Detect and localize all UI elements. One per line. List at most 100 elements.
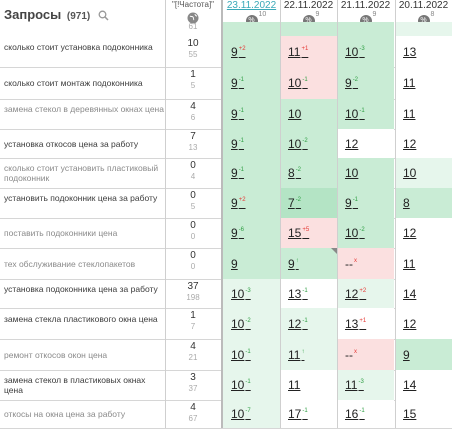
position-value[interactable]: 14 — [403, 378, 416, 392]
position-cell[interactable]: 9-1 — [223, 67, 280, 99]
table-row[interactable]: тех обслуживание стеклопакетов 0 0 9 9↑ --x 11 — [0, 248, 452, 280]
query-text[interactable]: установка откосов цена за работу — [4, 138, 139, 149]
query-text[interactable]: сколько стоит монтаж подоконника — [4, 78, 143, 88]
table-row[interactable]: сколько стоит монтаж подоконника 1 5 9-1 10-… — [0, 67, 452, 100]
position-cell[interactable]: 13+1 — [337, 308, 394, 339]
position-cell[interactable]: 10-1 — [337, 99, 394, 129]
queries-title[interactable]: Запросы (971) — [4, 7, 109, 24]
position-value[interactable]: 13+1 — [345, 317, 366, 331]
position-value[interactable]: 9-1 — [231, 76, 244, 90]
position-value[interactable]: 11 — [403, 107, 415, 121]
position-value[interactable]: --x — [345, 257, 357, 271]
position-cell[interactable]: 9 — [223, 248, 280, 279]
position-value[interactable]: 7-2 — [288, 196, 301, 210]
table-row[interactable]: установка подоконника цена за работу 37 19… — [0, 279, 452, 309]
position-cell[interactable]: --x — [337, 248, 394, 279]
position-cell[interactable]: 9↑ — [280, 248, 337, 279]
position-value[interactable]: 10 — [288, 107, 301, 121]
position-value[interactable]: 10-7 — [231, 407, 251, 421]
position-cell[interactable]: 12 — [395, 308, 452, 339]
query-text[interactable]: сколько стоит установка подоконника — [4, 41, 153, 52]
position-value[interactable]: 15+5 — [288, 226, 309, 240]
position-value[interactable]: 14 — [403, 287, 416, 301]
query-text[interactable]: сколько стоит установить пластиковый под… — [4, 163, 159, 183]
search-icon[interactable] — [98, 9, 109, 24]
position-cell[interactable]: 9-2 — [337, 67, 394, 99]
position-value[interactable]: 17-1 — [288, 407, 308, 421]
position-value[interactable]: 12 — [345, 137, 358, 151]
position-value[interactable]: 12+2 — [345, 287, 366, 301]
position-cell[interactable]: 13-1 — [280, 279, 337, 308]
position-cell[interactable]: 14 — [395, 370, 452, 400]
position-cell[interactable]: 8 — [395, 188, 452, 218]
position-cell[interactable]: 9-1 — [337, 188, 394, 218]
position-cell[interactable]: 9+2 — [223, 36, 280, 67]
position-cell[interactable]: 12 — [337, 129, 394, 158]
position-value[interactable]: 10-3 — [345, 45, 365, 59]
position-cell[interactable]: 10-3 — [337, 36, 394, 67]
position-cell[interactable]: 16-1 — [337, 400, 394, 428]
position-cell[interactable]: 9+2 — [223, 188, 280, 218]
table-row[interactable]: сколько стоит установить пластиковый под… — [0, 158, 452, 189]
position-cell[interactable]: 11 — [280, 370, 337, 400]
position-cell[interactable]: 11+1 — [280, 36, 337, 67]
query-text[interactable]: установить подоконник цена за работу — [4, 193, 158, 203]
position-value[interactable]: --x — [345, 348, 357, 362]
table-row[interactable]: откосы на окна цена за работу 4 67 10-7 17-1… — [0, 400, 452, 429]
position-value[interactable]: 9+2 — [231, 45, 246, 59]
position-value[interactable]: 12-1 — [288, 317, 308, 331]
position-value[interactable]: 9-1 — [231, 166, 244, 180]
position-value[interactable]: 10-2 — [345, 226, 365, 240]
table-row[interactable]: замена стекол в пластиковых окнах цена 3 3… — [0, 370, 452, 401]
position-value[interactable]: 9+2 — [231, 196, 246, 210]
position-cell[interactable]: --x — [337, 339, 394, 370]
position-value[interactable]: 12 — [403, 317, 416, 331]
position-value[interactable]: 10-1 — [231, 348, 251, 362]
position-value[interactable]: 10 — [345, 166, 358, 180]
position-cell[interactable]: 10-1 — [223, 339, 280, 370]
position-value[interactable]: 11 — [403, 76, 415, 90]
position-cell[interactable]: 15+5 — [280, 218, 337, 248]
position-cell[interactable]: 11 — [395, 248, 452, 279]
position-value[interactable]: 10-1 — [345, 107, 365, 121]
position-value[interactable]: 9-2 — [345, 76, 358, 90]
position-cell[interactable]: 9-1 — [223, 99, 280, 129]
position-cell[interactable]: 9-6 — [223, 218, 280, 248]
table-row[interactable]: замена стекла пластикового окна цена 1 7 10… — [0, 308, 452, 340]
position-cell[interactable]: 10-3 — [223, 279, 280, 308]
position-cell[interactable]: 10-2 — [280, 129, 337, 158]
position-cell[interactable]: 12+2 — [337, 279, 394, 308]
table-row[interactable]: сколько стоит установка подоконника 10 55 9… — [0, 36, 452, 68]
position-value[interactable]: 15 — [403, 407, 416, 421]
position-value[interactable]: 11 — [403, 257, 415, 271]
position-value[interactable]: 10-3 — [231, 287, 251, 301]
position-value[interactable]: 9 — [403, 348, 410, 362]
position-cell[interactable]: 10-1 — [280, 67, 337, 99]
position-value[interactable]: 9-1 — [345, 196, 358, 210]
position-value[interactable]: 11-3 — [345, 378, 364, 392]
position-value[interactable]: 10 — [403, 166, 416, 180]
position-value[interactable]: 11+1 — [288, 45, 308, 59]
position-cell[interactable]: 11 — [395, 67, 452, 99]
position-cell[interactable]: 8-2 — [280, 158, 337, 188]
query-text[interactable]: замена стекол в деревянных окнах цена — [4, 104, 164, 114]
query-text[interactable]: поставить подоконники цена — [4, 228, 118, 238]
position-cell[interactable]: 13 — [395, 36, 452, 67]
position-value[interactable]: 10-1 — [288, 76, 308, 90]
position-value[interactable]: 10-2 — [231, 317, 251, 331]
query-text[interactable]: откосы на окна цена за работу — [4, 409, 126, 419]
position-cell[interactable]: 9-1 — [223, 158, 280, 188]
position-value[interactable]: 12 — [403, 137, 416, 151]
position-value[interactable]: 9-1 — [231, 107, 244, 121]
query-text[interactable]: тех обслуживание стеклопакетов — [4, 258, 136, 269]
position-cell[interactable]: 11 — [395, 99, 452, 129]
position-cell[interactable]: 10 — [280, 99, 337, 129]
position-value[interactable]: 8 — [403, 196, 410, 210]
frequency-column-header[interactable]: "[!Частота]" — [166, 0, 220, 24]
position-value[interactable]: 10-1 — [231, 378, 251, 392]
position-value[interactable]: 10-2 — [288, 137, 308, 151]
position-cell[interactable]: 11↑ — [280, 339, 337, 370]
table-row[interactable]: поставить подоконники цена 0 0 9-6 15+5 10-2 1… — [0, 218, 452, 249]
table-row[interactable]: ремонт откосов окон цена 4 21 10-1 11↑ --x 9 — [0, 339, 452, 371]
position-cell[interactable]: 10-7 — [223, 400, 280, 428]
